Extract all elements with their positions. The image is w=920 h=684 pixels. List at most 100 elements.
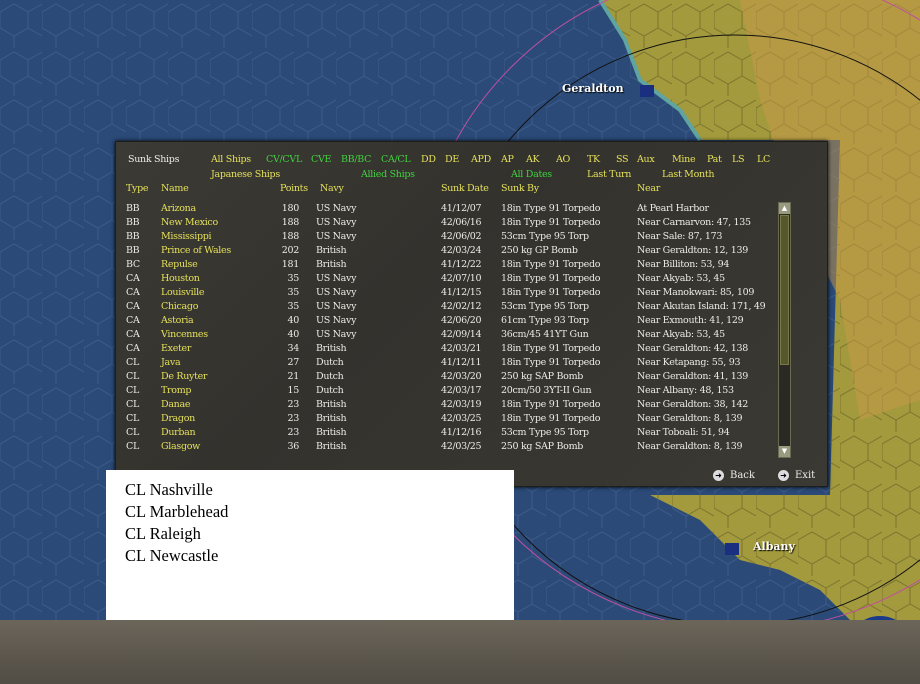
exit-button[interactable]: ➜ Exit bbox=[778, 470, 815, 481]
allied-base-icon[interactable] bbox=[640, 85, 654, 97]
table-row[interactable]: CL Glasgow 36 British 42/03/25 250 kg SAP Bom… bbox=[116, 441, 776, 455]
table-row[interactable]: CA Exeter 34 British 42/03/21 18in Type 91 To… bbox=[116, 343, 776, 357]
filter-mine[interactable]: Mine bbox=[672, 154, 696, 165]
filter-ca-cl[interactable]: CA/CL bbox=[381, 154, 411, 165]
ship-type: BB bbox=[126, 217, 140, 228]
filter-ap[interactable]: AP bbox=[501, 154, 514, 165]
filter-bb-bc[interactable]: BB/BC bbox=[341, 154, 372, 165]
ship-navy: British bbox=[316, 441, 347, 452]
sunk-by: 61cm Type 93 Torp bbox=[501, 315, 589, 326]
ship-type: CA bbox=[126, 301, 140, 312]
bottom-bar bbox=[0, 620, 920, 684]
column-header-name[interactable]: Name bbox=[161, 183, 189, 194]
filter-de[interactable]: DE bbox=[445, 154, 459, 165]
table-row[interactable]: CL De Ruyter 21 Dutch 42/03/20 250 kg SAP Bom… bbox=[116, 371, 776, 385]
table-row[interactable]: BB Prince of Wales 202 British 42/03/24 250 k… bbox=[116, 245, 776, 259]
column-header-sunk-date[interactable]: Sunk Date bbox=[441, 183, 489, 194]
scroll-up-icon[interactable]: ▲ bbox=[779, 203, 790, 214]
ship-name: New Mexico bbox=[161, 217, 218, 228]
ship-navy: US Navy bbox=[316, 329, 357, 340]
sunk-by: 20cm/50 3YT-II Gun bbox=[501, 385, 592, 396]
city-label-albany[interactable]: Albany bbox=[753, 540, 795, 553]
back-label: Back bbox=[730, 470, 755, 481]
sunk-location: Near Akutan Island: 171, 49 bbox=[637, 301, 766, 312]
ship-points: 35 bbox=[287, 273, 300, 284]
sunk-date: 41/12/22 bbox=[441, 259, 482, 270]
filter-cv-cvl[interactable]: CV/CVL bbox=[266, 154, 302, 165]
ship-name: Dragon bbox=[161, 413, 195, 424]
table-row[interactable]: CL Tromp 15 Dutch 42/03/17 20cm/50 3YT-II Gun… bbox=[116, 385, 776, 399]
table-row[interactable]: CA Houston 35 US Navy 42/07/10 18in Type 91 T… bbox=[116, 273, 776, 287]
filter-dd[interactable]: DD bbox=[421, 154, 436, 165]
ship-name: Java bbox=[161, 357, 181, 368]
filter-cve[interactable]: CVE bbox=[311, 154, 332, 165]
filter-pat[interactable]: Pat bbox=[707, 154, 722, 165]
table-row[interactable]: CA Astoria 40 US Navy 42/06/20 61cm Type 93 T… bbox=[116, 315, 776, 329]
column-header-navy[interactable]: Navy bbox=[320, 183, 344, 194]
ship-navy: US Navy bbox=[316, 301, 357, 312]
sunk-location: Near Geraldton: 12, 139 bbox=[637, 245, 748, 256]
back-button[interactable]: ➜ Back bbox=[713, 470, 755, 481]
column-header-sunk-by[interactable]: Sunk By bbox=[501, 183, 539, 194]
ship-name: Glasgow bbox=[161, 441, 200, 452]
sunk-by: 53cm Type 95 Torp bbox=[501, 427, 589, 438]
ship-type: CL bbox=[126, 357, 139, 368]
ship-points: 188 bbox=[281, 231, 300, 242]
sunk-by: 250 kg GP Bomb bbox=[501, 245, 578, 256]
table-row[interactable]: CL Danae 23 British 42/03/19 18in Type 91 Tor… bbox=[116, 399, 776, 413]
column-header-points[interactable]: Points bbox=[280, 183, 308, 194]
filter-japanese-ships[interactable]: Japanese Ships bbox=[211, 169, 280, 180]
column-header-type[interactable]: Type bbox=[126, 183, 149, 194]
filter-lc[interactable]: LC bbox=[757, 154, 770, 165]
filter-all-ships[interactable]: All Ships bbox=[211, 154, 251, 165]
city-label-geraldton[interactable]: Geraldton bbox=[562, 82, 624, 95]
scroll-thumb[interactable] bbox=[780, 215, 789, 365]
arrow-right-icon: ➜ bbox=[778, 470, 789, 481]
scroll-down-icon[interactable]: ▼ bbox=[779, 446, 790, 457]
sunk-by: 18in Type 91 Torpedo bbox=[501, 413, 601, 424]
filter-allied-ships[interactable]: Allied Ships bbox=[361, 169, 415, 180]
filter-ak[interactable]: AK bbox=[526, 154, 540, 165]
filter-aux[interactable]: Aux bbox=[637, 154, 655, 165]
filter-ls[interactable]: LS bbox=[732, 154, 745, 165]
filter-ao[interactable]: AO bbox=[556, 154, 571, 165]
ship-type: CL bbox=[126, 371, 139, 382]
ship-points: 188 bbox=[281, 217, 300, 228]
ship-points: 23 bbox=[287, 427, 300, 438]
sunk-location: Near Akyab: 53, 45 bbox=[637, 273, 725, 284]
table-row[interactable]: BC Repulse 181 British 41/12/22 18in Type 91 … bbox=[116, 259, 776, 273]
sunk-by: 18in Type 91 Torpedo bbox=[501, 259, 601, 270]
panel-title: Sunk Ships bbox=[128, 154, 180, 165]
table-row[interactable]: BB Mississippi 188 US Navy 42/06/02 53cm Type… bbox=[116, 231, 776, 245]
column-header-near[interactable]: Near bbox=[637, 183, 660, 194]
table-row[interactable]: BB Arizona 180 US Navy 41/12/07 18in Type 91 … bbox=[116, 203, 776, 217]
sunk-location: Near Carnarvon: 47, 135 bbox=[637, 217, 751, 228]
table-row[interactable]: CL Dragon 23 British 42/03/25 18in Type 91 To… bbox=[116, 413, 776, 427]
filter-last-month[interactable]: Last Month bbox=[662, 169, 715, 180]
ship-points: 15 bbox=[287, 385, 300, 396]
sunk-by: 18in Type 91 Torpedo bbox=[501, 399, 601, 410]
ship-type: BC bbox=[126, 259, 140, 270]
table-row[interactable]: CL Durban 23 British 41/12/16 53cm Type 95 To… bbox=[116, 427, 776, 441]
scrollbar[interactable]: ▲ ▼ bbox=[778, 202, 791, 458]
table-row[interactable]: BB New Mexico 188 US Navy 42/06/16 18in Type … bbox=[116, 217, 776, 231]
sunk-by: 53cm Type 95 Torp bbox=[501, 301, 589, 312]
filter-all-dates[interactable]: All Dates bbox=[511, 169, 552, 180]
ship-name: Prince of Wales bbox=[161, 245, 231, 256]
filter-tk[interactable]: TK bbox=[587, 154, 600, 165]
sunk-date: 42/06/20 bbox=[441, 315, 482, 326]
sunk-date: 42/03/25 bbox=[441, 413, 482, 424]
ship-navy: British bbox=[316, 399, 347, 410]
sunk-date: 42/03/19 bbox=[441, 399, 482, 410]
filter-ss[interactable]: SS bbox=[616, 154, 629, 165]
table-row[interactable]: CA Chicago 35 US Navy 42/02/12 53cm Type 95 T… bbox=[116, 301, 776, 315]
filter-apd[interactable]: APD bbox=[471, 154, 491, 165]
table-row[interactable]: CA Louisville 35 US Navy 41/12/15 18in Type 9… bbox=[116, 287, 776, 301]
table-row[interactable]: CL Java 27 Dutch 41/12/11 18in Type 91 Torped… bbox=[116, 357, 776, 371]
notes-box: CL Nashville CL Marblehead CL Raleigh CL… bbox=[106, 470, 514, 620]
allied-base-icon[interactable] bbox=[725, 543, 739, 555]
ship-navy: British bbox=[316, 413, 347, 424]
filter-last-turn[interactable]: Last Turn bbox=[587, 169, 632, 180]
table-row[interactable]: CA Vincennes 40 US Navy 42/09/14 36cm/45 41YT… bbox=[116, 329, 776, 343]
sunk-by: 18in Type 91 Torpedo bbox=[501, 273, 601, 284]
